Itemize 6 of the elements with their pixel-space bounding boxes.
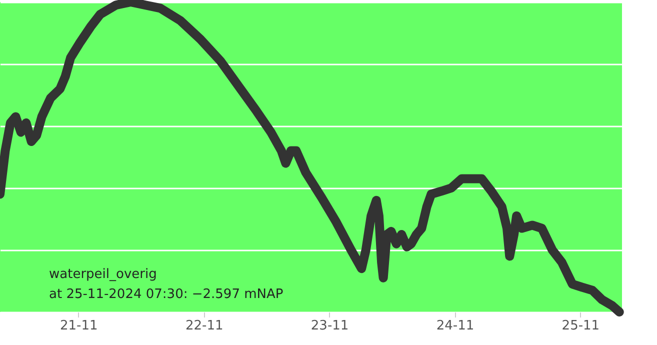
x-tick-label: 22-11 — [185, 318, 224, 334]
annotation: waterpeil_overig at 25-11-2024 07:30: −2.597 mNAP — [49, 267, 284, 302]
x-tick-label: 23-11 — [310, 318, 349, 334]
x-tick-label: 24-11 — [436, 318, 474, 334]
x-tick-label: 21-11 — [60, 318, 98, 334]
x-tick-label: 25-11 — [562, 318, 600, 334]
